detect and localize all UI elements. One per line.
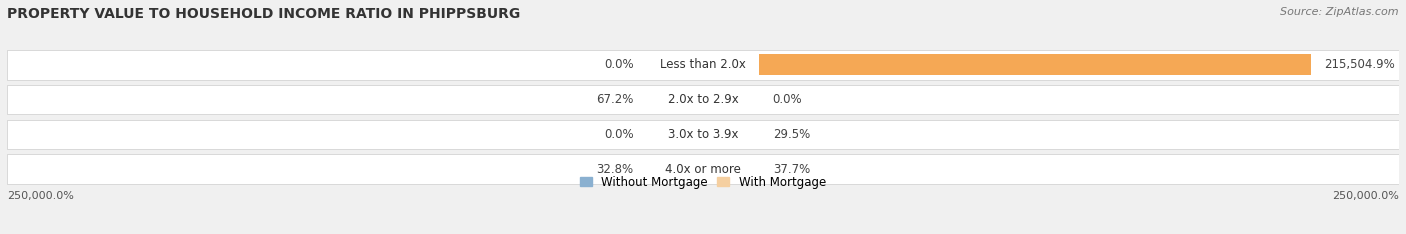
Bar bbox=[7, 120, 1399, 149]
Bar bbox=[7, 154, 1399, 184]
Bar bbox=[7, 50, 1399, 80]
Text: 0.0%: 0.0% bbox=[603, 128, 633, 141]
Text: 32.8%: 32.8% bbox=[596, 163, 633, 176]
Text: 3.0x to 3.9x: 3.0x to 3.9x bbox=[668, 128, 738, 141]
Text: 4.0x or more: 4.0x or more bbox=[665, 163, 741, 176]
Bar bbox=[7, 85, 1399, 114]
Text: 37.7%: 37.7% bbox=[773, 163, 810, 176]
Text: 250,000.0%: 250,000.0% bbox=[1331, 191, 1399, 201]
Bar bbox=[759, 54, 1310, 75]
Text: 29.5%: 29.5% bbox=[773, 128, 810, 141]
Text: 0.0%: 0.0% bbox=[603, 58, 633, 71]
Text: PROPERTY VALUE TO HOUSEHOLD INCOME RATIO IN PHIPPSBURG: PROPERTY VALUE TO HOUSEHOLD INCOME RATIO… bbox=[7, 7, 520, 21]
Legend: Without Mortgage, With Mortgage: Without Mortgage, With Mortgage bbox=[575, 171, 831, 194]
Text: 2.0x to 2.9x: 2.0x to 2.9x bbox=[668, 93, 738, 106]
Text: 67.2%: 67.2% bbox=[596, 93, 633, 106]
Text: Source: ZipAtlas.com: Source: ZipAtlas.com bbox=[1281, 7, 1399, 17]
Text: 215,504.9%: 215,504.9% bbox=[1324, 58, 1395, 71]
Text: 0.0%: 0.0% bbox=[773, 93, 803, 106]
Text: Less than 2.0x: Less than 2.0x bbox=[659, 58, 747, 71]
Text: 250,000.0%: 250,000.0% bbox=[7, 191, 75, 201]
